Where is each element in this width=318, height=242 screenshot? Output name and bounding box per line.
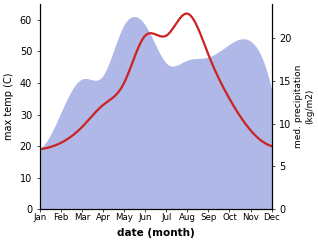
Y-axis label: max temp (C): max temp (C) — [4, 73, 14, 140]
X-axis label: date (month): date (month) — [117, 228, 195, 238]
Y-axis label: med. precipitation
(kg/m2): med. precipitation (kg/m2) — [294, 65, 314, 148]
